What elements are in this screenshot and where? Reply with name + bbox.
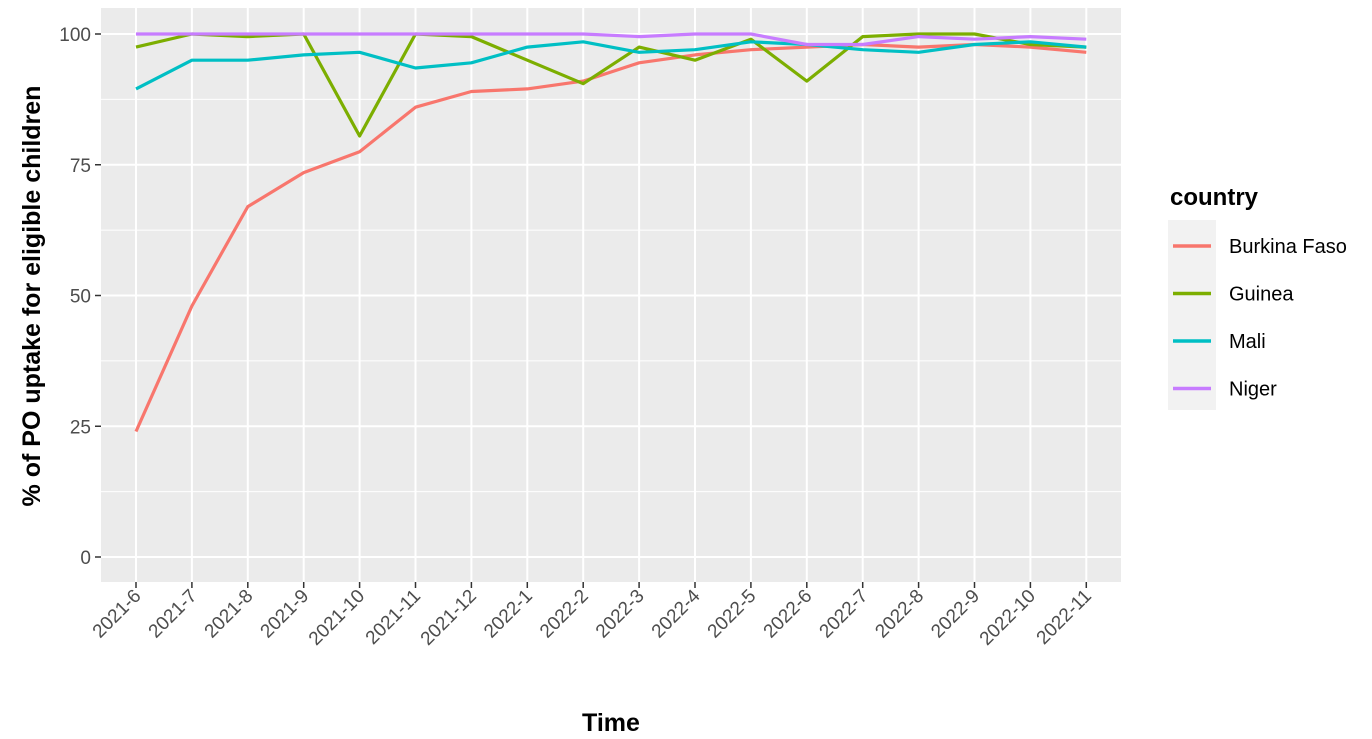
x-axis-ticks: 2021-6 2021-7 2021-8 2021-92021-102021-1120… bbox=[89, 582, 1096, 650]
y-tick-label: 25 bbox=[70, 417, 91, 438]
legend-label-mali: Mali bbox=[1229, 331, 1266, 353]
series-line-niger bbox=[136, 32, 1087, 47]
x-tick-label: 2021-6 bbox=[89, 586, 146, 643]
x-tick-label: 2022-8 bbox=[871, 586, 928, 643]
legend: country Burkina Faso Guinea Mali Niger bbox=[1168, 184, 1347, 410]
x-tick-label: 2022-2 bbox=[536, 586, 593, 643]
y-axis-title: % of PO uptake for eligible children bbox=[18, 86, 46, 507]
legend-title: country bbox=[1170, 184, 1259, 211]
y-tick-label: 100 bbox=[59, 25, 91, 46]
legend-items: Burkina Faso Guinea Mali Niger bbox=[1173, 236, 1347, 401]
x-tick-label: 2021-7 bbox=[145, 586, 202, 643]
legend-key-background bbox=[1168, 220, 1216, 410]
y-tick-label: 75 bbox=[70, 156, 91, 177]
y-tick-label: 0 bbox=[80, 548, 91, 569]
x-tick-label: 2022-11 bbox=[1033, 586, 1096, 649]
x-tick-label: 2022-3 bbox=[592, 586, 649, 643]
x-axis-title: Time bbox=[582, 709, 640, 737]
x-tick-label: 2022-7 bbox=[816, 586, 873, 643]
series-lines bbox=[134, 32, 1087, 433]
series-line-mali bbox=[135, 40, 1087, 91]
legend-label-guinea: Guinea bbox=[1229, 284, 1294, 306]
y-tick-label: 50 bbox=[70, 287, 91, 308]
y-axis-ticks: 0 25 50 75 100 bbox=[59, 25, 101, 569]
minor-grid bbox=[101, 98, 1121, 493]
x-tick-label: 2022-10 bbox=[976, 586, 1040, 650]
x-tick-label: 2021-11 bbox=[362, 586, 425, 649]
legend-label-niger: Niger bbox=[1229, 379, 1277, 401]
x-tick-label: 2022-5 bbox=[704, 586, 761, 643]
x-tick-label: 2021-12 bbox=[417, 586, 481, 650]
x-tick-label: 2022-4 bbox=[648, 585, 705, 642]
x-tick-label: 2021-10 bbox=[305, 586, 369, 650]
x-tick-label: 2022-1 bbox=[480, 586, 537, 643]
legend-label-burkina-faso: Burkina Faso bbox=[1229, 236, 1347, 258]
series-line-burkina-faso bbox=[134, 42, 1087, 433]
x-tick-label: 2021-8 bbox=[201, 586, 258, 643]
x-tick-label: 2022-6 bbox=[760, 586, 817, 643]
